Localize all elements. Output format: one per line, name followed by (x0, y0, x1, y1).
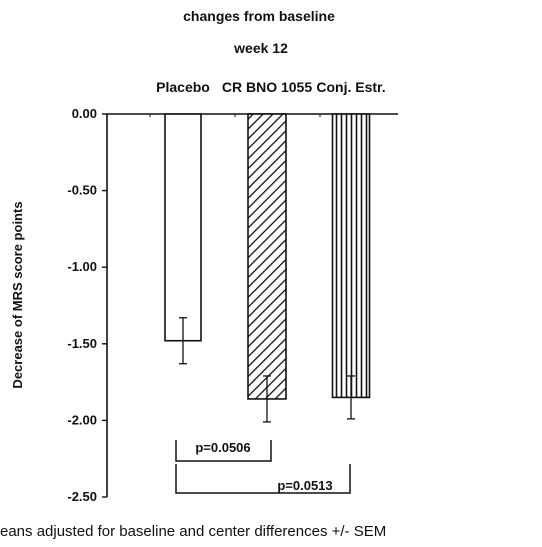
plot-area: 0.00 -0.50 -1.00 -1.50 -2.00 -2.50 Placebo CR B… (67, 79, 398, 504)
category-label: Placebo (156, 79, 210, 95)
footnote: eans adjusted for baseline and center di… (0, 523, 386, 540)
y-axis-label: Decrease of MRS score points (10, 201, 25, 388)
y-tick-label: -1.50 (67, 336, 97, 351)
significance-bracket (175, 440, 272, 462)
p-value-label: p=0.0513 (277, 478, 332, 493)
y-tick-label: -2.00 (67, 412, 97, 427)
significance-bracket (175, 464, 351, 494)
chart-title: changes from baseline (183, 8, 335, 24)
bar (164, 113, 202, 342)
bar (247, 113, 287, 400)
category-label: Conj. Estr. (316, 79, 385, 95)
y-tick-label: -0.50 (67, 183, 97, 198)
chart-subtitle: week 12 (233, 40, 288, 56)
y-tick-label: -2.50 (67, 489, 97, 504)
p-value-label: p=0.0506 (195, 440, 250, 455)
category-label: CR BNO 1055 (222, 79, 312, 95)
y-tick-label: 0.00 (72, 106, 97, 121)
y-tick-label: -1.00 (67, 259, 97, 274)
bar (331, 113, 371, 399)
